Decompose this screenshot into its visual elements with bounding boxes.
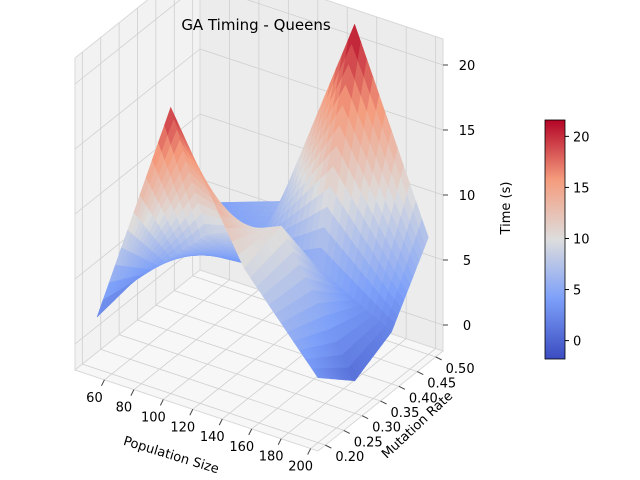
y-tick-mark: [325, 444, 332, 449]
z-tick-label: 0: [463, 319, 471, 334]
x-tick-mark: [277, 438, 282, 445]
x-tick-mark: [130, 389, 135, 396]
colorbar-gradient: [544, 119, 566, 360]
x-tick-label: 60: [86, 391, 103, 406]
y-tick-mark: [417, 371, 424, 376]
colorbar: 0 5 10 15 20: [544, 119, 590, 360]
x-tick-label: 180: [259, 450, 284, 465]
x-tick-label: 200: [288, 460, 313, 475]
y-tick-label: 0.40: [409, 391, 438, 406]
grid-line: [118, 334, 363, 417]
grid-line: [82, 363, 326, 446]
surface-patch: [311, 368, 322, 379]
x-tick-mark: [248, 428, 253, 436]
y-tick-mark: [398, 385, 406, 390]
grid-line: [74, 48, 201, 150]
x-tick-mark: [307, 448, 312, 455]
colorbar-tick-label: 15: [573, 181, 590, 196]
y-tick-label: 0.30: [372, 421, 401, 436]
y-tick-label: 0.25: [354, 435, 383, 450]
x-tick-mark: [189, 409, 194, 416]
z-tick-label: 15: [459, 124, 476, 139]
colorbar-tick-label: 5: [573, 284, 581, 299]
x-tick-label: 100: [141, 410, 166, 425]
chart-title: GA Timing - Queens: [181, 16, 331, 34]
colorbar-tick-label: 0: [573, 335, 581, 350]
x-tick-mark: [218, 418, 223, 426]
grid-line: [137, 319, 381, 402]
y-tick-label: 0.20: [335, 450, 364, 465]
y-tick-label: 0.45: [427, 377, 456, 392]
grid-line: [74, 0, 181, 85]
y-tick-mark: [361, 415, 369, 420]
z-tick-label: 5: [463, 254, 471, 269]
z-tick-label: 10: [459, 189, 476, 204]
x-tick-label: 120: [170, 420, 195, 435]
y-tick-mark: [380, 400, 387, 405]
surface-mesh: [96, 24, 429, 382]
grid-line: [199, 48, 444, 131]
axis-ticks: 60801001201401601802000.200.250.300.350.…: [86, 59, 475, 475]
x-tick-label: 140: [200, 430, 225, 445]
x-tick-label: 80: [116, 401, 133, 416]
grid-line: [74, 243, 201, 345]
y-tick-mark: [343, 429, 350, 434]
y-tick-mark: [435, 356, 442, 361]
x-tick-mark: [101, 379, 105, 387]
z-tick-label: 20: [459, 59, 476, 74]
grid-line: [246, 0, 444, 66]
y-tick-label: 0.50: [446, 362, 475, 377]
x-tick-mark: [159, 399, 164, 406]
colorbar-tick-label: 20: [573, 130, 590, 145]
grid-line: [100, 349, 344, 431]
colorbar-tick-label: 10: [573, 232, 590, 247]
x-tick-label: 160: [229, 440, 254, 455]
y-tick-label: 0.35: [391, 406, 420, 421]
z-axis-label: Time (s): [499, 182, 514, 236]
